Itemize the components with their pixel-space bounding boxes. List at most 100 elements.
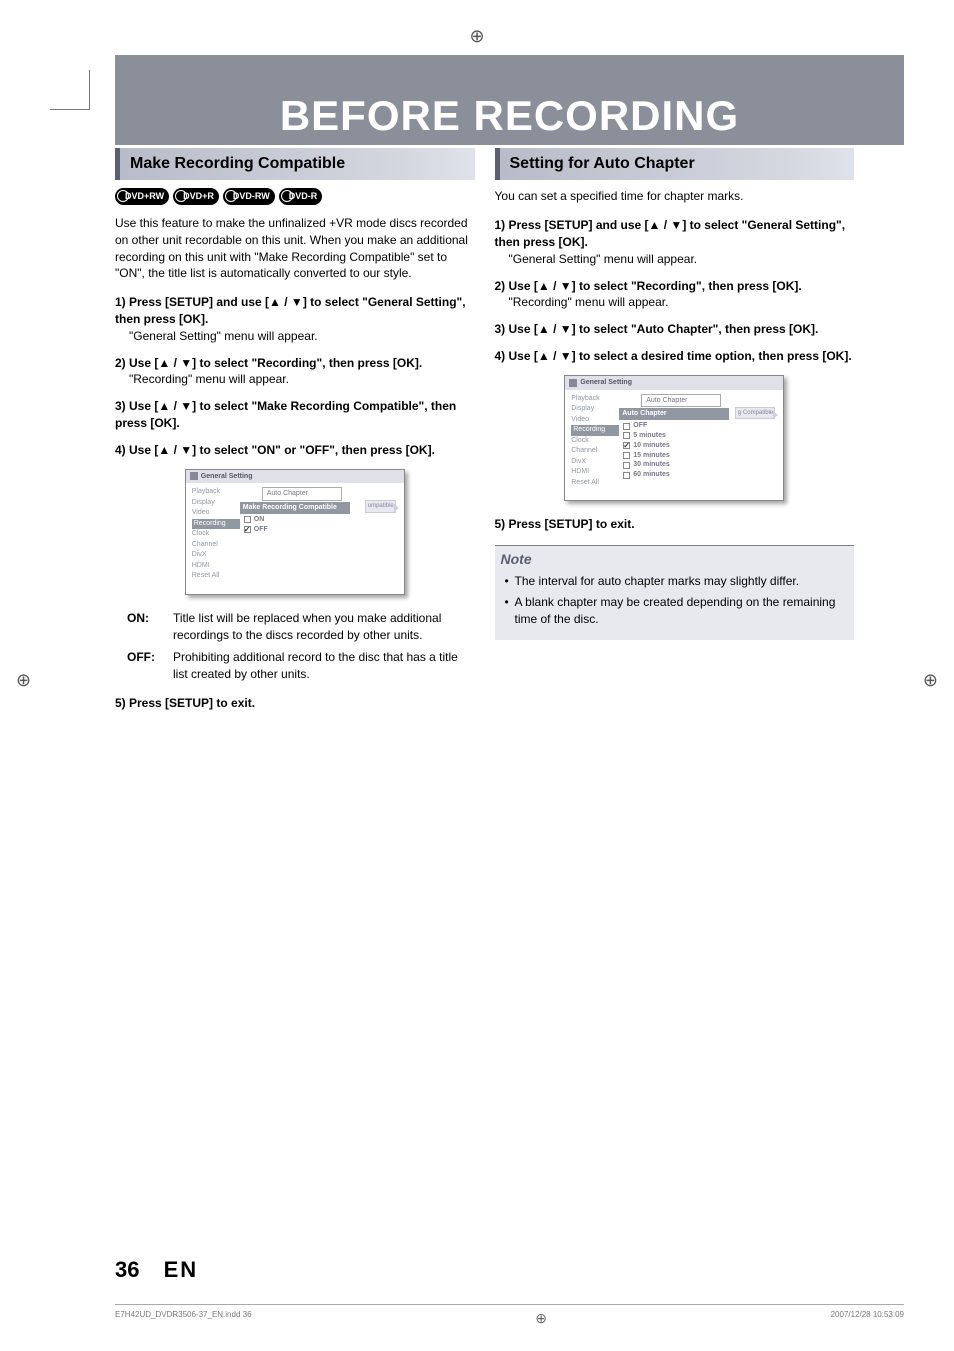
menu-side-item: Playback xyxy=(571,394,619,405)
arrow-icon: ▲ / ▼ xyxy=(538,322,572,336)
footer: E7H42UD_DVDR3506-37_EN.indd 36 ⊕ 2007/12… xyxy=(115,1304,904,1327)
off-label: OFF: xyxy=(127,649,165,683)
checkbox-icon xyxy=(244,516,251,523)
menu-header: General Setting xyxy=(565,376,783,390)
intro-text: You can set a specified time for chapter… xyxy=(495,188,855,205)
option-label: 60 minutes xyxy=(633,470,670,480)
right-column: Setting for Auto Chapter You can set a s… xyxy=(495,148,855,712)
menu-selected: Auto Chapter xyxy=(619,408,729,420)
note-title: Note xyxy=(495,546,855,572)
footer-filename: E7H42UD_DVDR3506-37_EN.indd 36 xyxy=(115,1310,252,1327)
option-label: 5 minutes xyxy=(633,431,666,441)
menu-icon xyxy=(569,379,577,387)
step-text: 1) Press [SETUP] and use [ xyxy=(495,218,649,232)
menu-header: General Setting xyxy=(186,470,404,484)
step-sub: "Recording" menu will appear. xyxy=(115,371,475,388)
checkbox-icon xyxy=(244,526,251,533)
menu-option: 15 minutes xyxy=(623,451,777,461)
section-title-left: Make Recording Compatible xyxy=(115,148,475,180)
menu-side-item: DivX xyxy=(192,550,240,561)
on-label: ON: xyxy=(127,610,165,644)
step-text: 1) Press [SETUP] and use [ xyxy=(115,295,269,309)
menu-crumb: Auto Chapter xyxy=(262,487,342,501)
option-label: OFF xyxy=(254,525,268,535)
menu-screenshot-right: General Setting Playback Display Video R… xyxy=(564,375,784,501)
registration-mark-right-icon: ⊕ xyxy=(923,670,938,691)
menu-option: 10 minutes xyxy=(623,441,777,451)
menu-side-item: Video xyxy=(192,508,240,519)
arrow-icon: ▲ / ▼ xyxy=(649,218,683,232)
step-text: 2) Use [ xyxy=(115,356,158,370)
menu-option: 5 minutes xyxy=(623,431,777,441)
left-column: Make Recording Compatible DVD+RW DVD+R D… xyxy=(115,148,475,712)
menu-side-item: Clock xyxy=(192,529,240,540)
menu-option: 30 minutes xyxy=(623,460,777,470)
step-4: 4) Use [▲ / ▼] to select "ON" or "OFF", … xyxy=(115,442,475,459)
menu-side-item: Video xyxy=(571,415,619,426)
registration-mark-top-icon: ⊕ xyxy=(469,26,484,47)
page-number: 36 EN xyxy=(115,1257,198,1283)
step-3: 3) Use [▲ / ▼] to select "Auto Chapter",… xyxy=(495,321,855,338)
arrow-icon: ▲ / ▼ xyxy=(269,295,303,309)
right-tag-text: g Compatible xyxy=(738,410,773,416)
menu-option: OFF xyxy=(623,421,777,431)
menu-selected: Make Recording Compatible xyxy=(240,502,350,514)
step-text: ] to select "Auto Chapter", then press [… xyxy=(572,322,819,336)
menu-side-item: Playback xyxy=(192,487,240,498)
step-text: 2) Use [ xyxy=(495,279,538,293)
menu-option: 60 minutes xyxy=(623,470,777,480)
step-sub: "General Setting" menu will appear. xyxy=(115,328,475,345)
step-text: ] to select "Recording", then press [OK]… xyxy=(192,356,422,370)
checkbox-icon xyxy=(623,442,630,449)
menu-side-item: Reset All xyxy=(192,571,240,582)
checkbox-icon xyxy=(623,423,630,430)
step-2: 2) Use [▲ / ▼] to select "Recording", th… xyxy=(115,355,475,389)
step-1: 1) Press [SETUP] and use [▲ / ▼] to sele… xyxy=(495,217,855,267)
option-label: 30 minutes xyxy=(633,460,670,470)
menu-main: Auto Chapter Make Recording Compatible O… xyxy=(240,487,398,582)
on-off-definitions: ON: Title list will be replaced when you… xyxy=(127,610,475,683)
menu-crumb: Auto Chapter xyxy=(641,394,721,408)
checkbox-icon xyxy=(623,462,630,469)
checkbox-icon xyxy=(623,472,630,479)
step-text: ] to select "Recording", then press [OK]… xyxy=(572,279,802,293)
step-5: 5) Press [SETUP] to exit. xyxy=(115,695,475,712)
menu-side-item: HDMI xyxy=(571,467,619,478)
step-1: 1) Press [SETUP] and use [▲ / ▼] to sele… xyxy=(115,294,475,344)
note-box: Note The interval for auto chapter marks… xyxy=(495,545,855,640)
step-text: ] to select "ON" or "OFF", then press [O… xyxy=(192,443,435,457)
menu-side-item: Clock xyxy=(571,436,619,447)
on-text: Title list will be replaced when you mak… xyxy=(173,610,475,644)
step-text: ] to select a desired time option, then … xyxy=(572,349,852,363)
play-icon xyxy=(773,411,778,419)
menu-sidebar: Playback Display Video Recording Clock C… xyxy=(192,487,240,582)
step-2: 2) Use [▲ / ▼] to select "Recording", th… xyxy=(495,278,855,312)
note-body: The interval for auto chapter marks may … xyxy=(495,571,855,639)
menu-title-text: General Setting xyxy=(580,378,632,388)
menu-screenshot-left: General Setting Playback Display Video R… xyxy=(185,469,405,595)
step-text: 4) Use [ xyxy=(115,443,158,457)
menu-option: OFF xyxy=(244,525,398,535)
arrow-icon: ▲ / ▼ xyxy=(158,356,192,370)
menu-side-item: Channel xyxy=(192,540,240,551)
checkbox-icon xyxy=(623,432,630,439)
dvd-badges: DVD+RW DVD+R DVD-RW DVD-R xyxy=(115,188,475,205)
crop-mark-icon xyxy=(50,70,90,110)
registration-mark-bottom-icon: ⊕ xyxy=(535,1310,547,1327)
menu-side-item: Display xyxy=(571,404,619,415)
step-3: 3) Use [▲ / ▼] to select "Make Recording… xyxy=(115,398,475,432)
intro-text: Use this feature to make the unfinalized… xyxy=(115,215,475,282)
menu-side-item: HDMI xyxy=(192,561,240,572)
step-text: 3) Use [ xyxy=(495,322,538,336)
dvd-badge-icon: DVD-R xyxy=(279,188,323,205)
dvd-badge-icon: DVD-RW xyxy=(223,188,275,205)
registration-mark-left-icon: ⊕ xyxy=(16,670,31,691)
arrow-icon: ▲ / ▼ xyxy=(158,399,192,413)
menu-options: ON OFF xyxy=(244,515,398,535)
off-text: Prohibiting additional record to the dis… xyxy=(173,649,475,683)
page-title: BEFORE RECORDING xyxy=(115,92,904,140)
menu-side-item-active: Recording xyxy=(571,425,619,436)
step-sub: "General Setting" menu will appear. xyxy=(495,251,855,268)
option-label: 10 minutes xyxy=(633,441,670,451)
checkbox-icon xyxy=(623,452,630,459)
